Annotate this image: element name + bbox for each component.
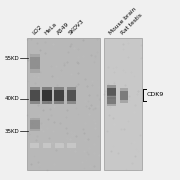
FancyBboxPatch shape xyxy=(42,87,52,90)
FancyBboxPatch shape xyxy=(30,87,40,90)
FancyBboxPatch shape xyxy=(107,104,116,106)
FancyBboxPatch shape xyxy=(30,90,40,101)
FancyBboxPatch shape xyxy=(107,85,116,88)
FancyBboxPatch shape xyxy=(67,87,76,90)
FancyBboxPatch shape xyxy=(54,101,64,104)
Text: LO2: LO2 xyxy=(31,24,43,35)
FancyBboxPatch shape xyxy=(30,143,39,148)
Text: 35KD: 35KD xyxy=(4,129,19,134)
FancyBboxPatch shape xyxy=(107,96,116,99)
Text: Mouse brain: Mouse brain xyxy=(108,6,137,35)
FancyBboxPatch shape xyxy=(107,88,116,96)
FancyBboxPatch shape xyxy=(30,57,40,69)
Bar xyxy=(27,38,100,170)
Text: SKOV3: SKOV3 xyxy=(68,18,85,35)
FancyBboxPatch shape xyxy=(30,129,40,131)
FancyBboxPatch shape xyxy=(42,90,52,101)
Text: HeLa: HeLa xyxy=(43,21,58,35)
FancyBboxPatch shape xyxy=(67,101,76,104)
FancyBboxPatch shape xyxy=(107,95,116,97)
Text: Rat testis: Rat testis xyxy=(120,12,143,35)
FancyBboxPatch shape xyxy=(120,100,128,103)
FancyBboxPatch shape xyxy=(54,90,64,101)
FancyBboxPatch shape xyxy=(30,54,40,57)
FancyBboxPatch shape xyxy=(67,143,76,148)
FancyBboxPatch shape xyxy=(30,69,40,73)
FancyBboxPatch shape xyxy=(120,91,128,100)
FancyBboxPatch shape xyxy=(107,97,116,104)
FancyBboxPatch shape xyxy=(120,88,128,91)
Bar xyxy=(104,38,142,170)
FancyBboxPatch shape xyxy=(30,120,40,129)
FancyBboxPatch shape xyxy=(67,90,76,101)
FancyBboxPatch shape xyxy=(42,101,52,104)
FancyBboxPatch shape xyxy=(55,143,64,148)
Text: A549: A549 xyxy=(56,21,70,35)
Text: CDK9: CDK9 xyxy=(147,92,164,97)
Text: 40KD: 40KD xyxy=(4,96,19,101)
FancyBboxPatch shape xyxy=(54,87,64,90)
Text: 55KD: 55KD xyxy=(4,56,19,61)
FancyBboxPatch shape xyxy=(43,143,51,148)
FancyBboxPatch shape xyxy=(30,118,40,120)
FancyBboxPatch shape xyxy=(30,101,40,104)
